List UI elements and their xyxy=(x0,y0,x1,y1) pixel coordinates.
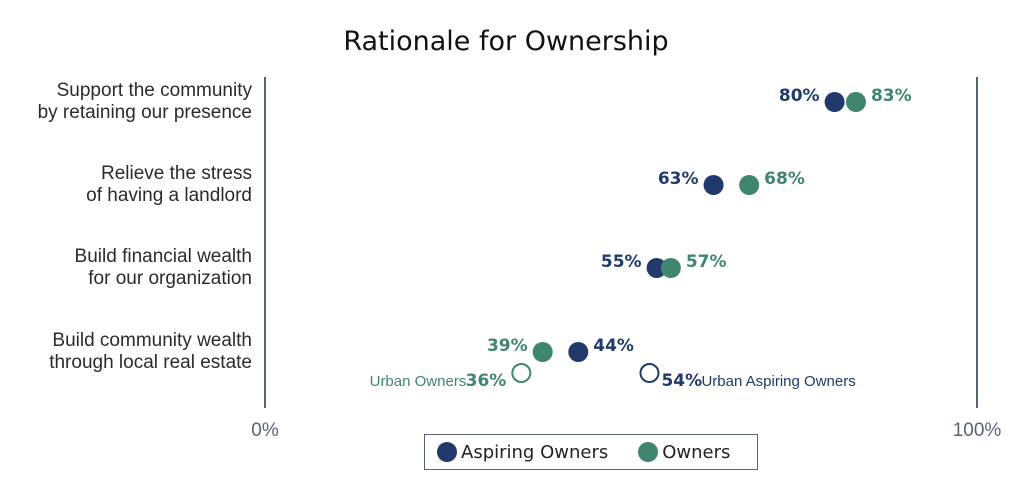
category-label-1-line-1: of having a landlord xyxy=(86,185,252,206)
x-tick-label-100: 100% xyxy=(953,420,1002,441)
point-aspiring-owners-3 xyxy=(568,342,589,362)
annotation-name-urban-owners: Urban Owners xyxy=(370,373,467,390)
data-marks: 80% 63% 55% 44% 83% 68% 57% 39% 36%Urban Owners 5… xyxy=(370,86,912,391)
point-label-aspiring-owners-0: 80% xyxy=(779,86,820,106)
point-label-urban-owners: 36% xyxy=(466,371,507,391)
category-label-3-line-0: Build community wealth xyxy=(52,330,252,351)
point-owners-2 xyxy=(660,258,681,278)
legend-swatch-aspiring-owners xyxy=(437,442,457,462)
category-label-2-line-1: for our organization xyxy=(88,268,252,289)
category-label-2-line-0: Build financial wealth xyxy=(75,246,252,267)
point-owners-1 xyxy=(739,175,760,195)
point-label-owners-0: 83% xyxy=(871,86,912,106)
category-label-1-line-0: Relieve the stress xyxy=(101,163,252,184)
point-owners-0 xyxy=(845,92,866,112)
chart-title: Rationale for Ownership xyxy=(343,26,668,57)
x-tick-label-0: 0% xyxy=(251,420,279,441)
legend-item-owners: Owners xyxy=(638,442,730,463)
point-label-aspiring-owners-1: 63% xyxy=(658,169,699,189)
point-aspiring-owners-1 xyxy=(703,175,724,195)
legend-label-owners: Owners xyxy=(662,441,731,463)
annotation-name-urban-aspiring-owners: Urban Aspiring Owners xyxy=(701,373,855,390)
point-label-aspiring-owners-2: 55% xyxy=(601,252,642,272)
category-label-3-line-1: through local real estate xyxy=(49,352,252,373)
legend-item-aspiring-owners: Aspiring Owners xyxy=(437,442,608,463)
point-aspiring-owners-0 xyxy=(824,92,845,112)
point-label-urban-aspiring-owners: 54% xyxy=(661,371,702,391)
point-urban-aspiring-owners xyxy=(639,363,660,383)
category-label-0-line-1: by retaining our presence xyxy=(38,102,252,123)
point-label-owners-3: 39% xyxy=(487,336,528,356)
category-label-0-line-0: Support the community xyxy=(57,80,253,101)
point-label-owners-2: 57% xyxy=(686,252,727,272)
legend: Aspiring Owners Owners xyxy=(424,434,758,470)
point-urban-owners xyxy=(511,363,532,383)
point-label-owners-1: 68% xyxy=(764,169,805,189)
legend-swatch-owners xyxy=(638,442,659,462)
point-label-aspiring-owners-3: 44% xyxy=(593,336,634,356)
point-owners-3 xyxy=(532,342,553,362)
point-aspiring-owners-2 xyxy=(646,258,667,278)
legend-label-aspiring-owners: Aspiring Owners xyxy=(461,441,609,463)
